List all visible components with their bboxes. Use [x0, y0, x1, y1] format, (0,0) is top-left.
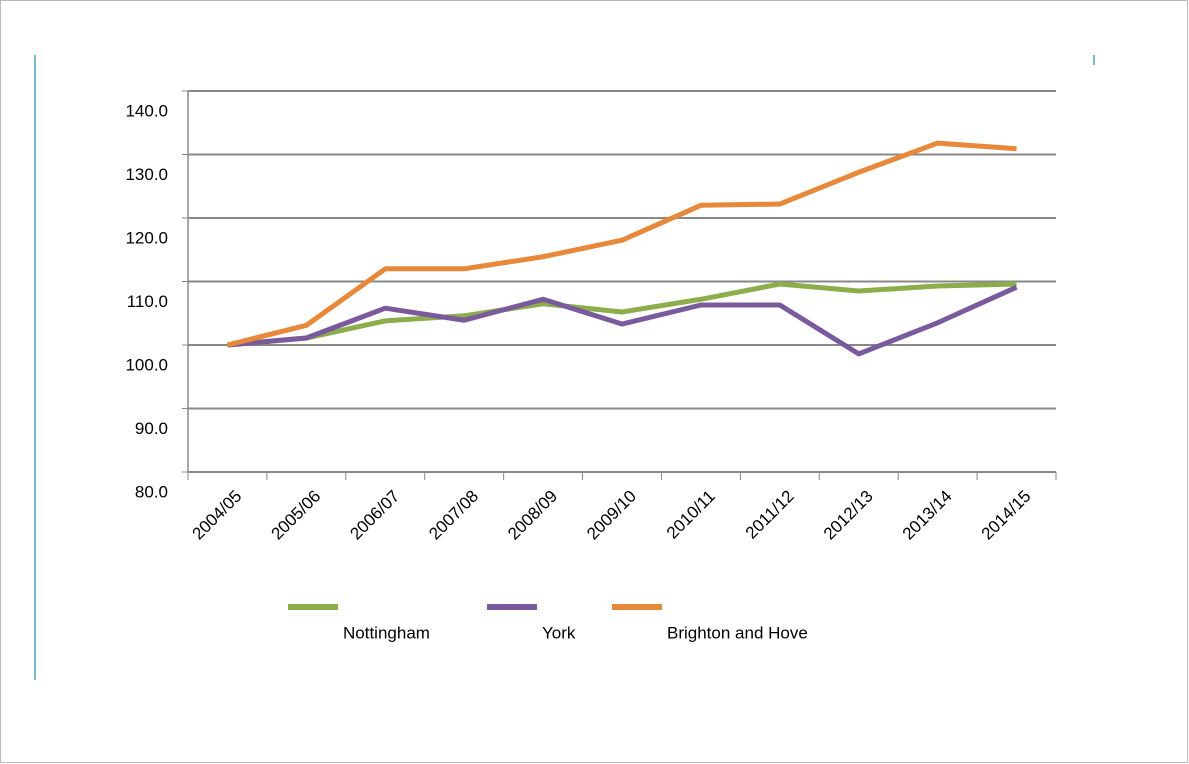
series-line [226, 140, 1017, 348]
y-tick-label: 100.0 [125, 355, 168, 374]
y-tick-label: 130.0 [125, 165, 168, 184]
legend-label: Brighton and Hove [667, 623, 808, 642]
series-line [227, 284, 1018, 357]
legend-label: York [542, 623, 576, 642]
series-line [227, 281, 1017, 348]
legend-label: Nottingham [343, 623, 430, 642]
y-tick-label: 110.0 [127, 292, 168, 311]
y-tick-label: 120.0 [125, 228, 168, 247]
y-tick-label: 90.0 [135, 419, 168, 438]
y-tick-label: 140.0 [125, 101, 168, 120]
y-tick-label: 80.0 [135, 482, 168, 501]
